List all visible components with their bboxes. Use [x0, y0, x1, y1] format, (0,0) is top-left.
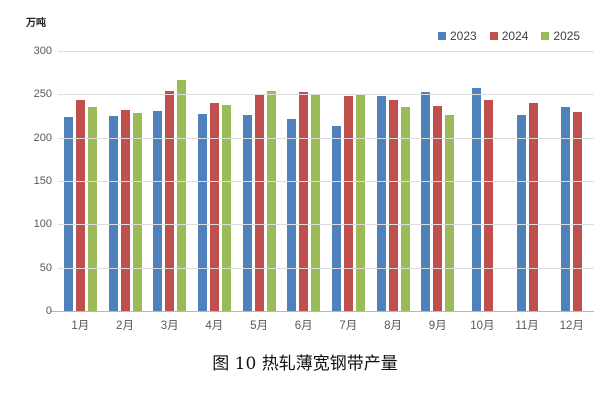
bar-2025-1月 [87, 107, 97, 311]
bar-2025-5月 [266, 90, 276, 311]
x-tick-label-5月: 5月 [250, 320, 268, 332]
bar-2024-8月 [388, 99, 398, 311]
bar-2024-7月 [343, 96, 353, 311]
bar-2025-6月 [311, 95, 321, 311]
bar-2024-9月 [433, 105, 443, 311]
bar-2023-7月 [331, 125, 341, 311]
gridline-150 [58, 181, 594, 182]
bar-2024-11月 [528, 103, 538, 311]
y-tick-label-150: 150 [33, 175, 52, 187]
bar-2024-10月 [483, 99, 493, 311]
bar-2023-12月 [561, 107, 571, 311]
gridline-250 [58, 94, 594, 96]
x-tick-label-4月: 4月 [205, 320, 224, 332]
y-tick-label-300: 300 [33, 45, 52, 57]
x-tick-label-1月: 1月 [71, 320, 90, 332]
gridline-50 [58, 267, 594, 269]
gridline-300 [58, 51, 594, 52]
chart-legend: 2023 2024 2025 [438, 29, 580, 43]
bar-group-1月 [58, 51, 103, 311]
y-tick-label-0: 0 [45, 305, 52, 317]
bar-2024-6月 [299, 91, 309, 311]
legend-item-2025: 2025 [541, 29, 580, 43]
bar-2023-2月 [108, 116, 118, 311]
x-tick-label-7月: 7月 [339, 320, 358, 332]
x-tick-label-12月: 12月 [559, 320, 584, 332]
bar-group-10月 [460, 51, 505, 311]
bar-2023-5月 [242, 115, 252, 311]
bar-2025-3月 [177, 79, 187, 311]
bar-2024-2月 [120, 109, 130, 311]
bar-group-9月 [415, 51, 460, 311]
legend-item-2024: 2024 [489, 29, 529, 43]
y-tick-label-100: 100 [33, 218, 52, 231]
legend-label-2023: 2023 [450, 29, 477, 43]
bar-2023-3月 [153, 110, 163, 311]
figure-caption: 图 10 热轧薄宽钢带产量 [212, 354, 398, 374]
legend-item-2023: 2023 [438, 29, 477, 43]
legend-swatch-2024 [489, 32, 498, 40]
x-axis-labels: 1月 2月 3月 4月 5月 6月 7月 8月 9月 10月 11月 12月 [58, 317, 594, 333]
bar-2024-5月 [254, 93, 264, 311]
bar-2025-7月 [355, 94, 365, 311]
x-tick-label-10月: 10月 [470, 320, 495, 332]
legend-swatch-2025 [541, 32, 550, 40]
gridline-100 [58, 224, 594, 226]
x-tick-label-8月: 8月 [384, 320, 402, 332]
bar-2023-6月 [287, 118, 297, 311]
bar-2023-8月 [376, 96, 386, 311]
bar-2025-4月 [221, 104, 231, 311]
x-tick-label-6月: 6月 [294, 320, 313, 332]
x-tick-label-9月: 9月 [428, 320, 447, 332]
y-tick-label-250: 250 [33, 88, 52, 101]
bar-2024-1月 [75, 99, 85, 311]
x-tick-label-3月: 3月 [160, 320, 179, 332]
bar-group-5月 [237, 51, 282, 311]
legend-label-2025: 2025 [553, 29, 581, 43]
x-tick-label-2月: 2月 [116, 320, 134, 332]
bar-2023-10月 [471, 88, 481, 311]
legend-swatch-2023 [438, 32, 446, 40]
bar-group-3月 [147, 51, 192, 311]
x-axis-line [50, 311, 594, 312]
bar-group-4月 [192, 51, 237, 311]
y-tick-label-50: 50 [39, 261, 52, 274]
bar-2024-3月 [165, 90, 175, 311]
bar-2023-11月 [516, 115, 526, 311]
bar-2024-4月 [209, 103, 219, 311]
bar-2023-4月 [197, 114, 207, 311]
bar-2025-2月 [132, 113, 142, 311]
legend-label-2024: 2024 [501, 29, 529, 43]
bar-group-12月 [549, 51, 594, 311]
bar-group-7月 [326, 51, 371, 311]
bar-group-2月 [103, 51, 148, 311]
bar-2025-9月 [445, 115, 455, 311]
bar-2025-8月 [400, 107, 410, 311]
bar-group-11月 [505, 51, 550, 311]
bar-group-8月 [371, 51, 416, 311]
plot-area [50, 51, 594, 312]
bar-group-6月 [281, 51, 326, 311]
bar-2024-12月 [573, 111, 583, 311]
y-axis-unit-label: 万吨 [26, 18, 46, 29]
gridline-200 [58, 137, 594, 139]
y-tick-label-200: 200 [33, 131, 52, 144]
bar-2023-9月 [421, 91, 431, 311]
bar-groups [58, 51, 594, 311]
bar-2023-1月 [63, 116, 73, 311]
x-tick-label-11月: 11月 [515, 320, 539, 332]
